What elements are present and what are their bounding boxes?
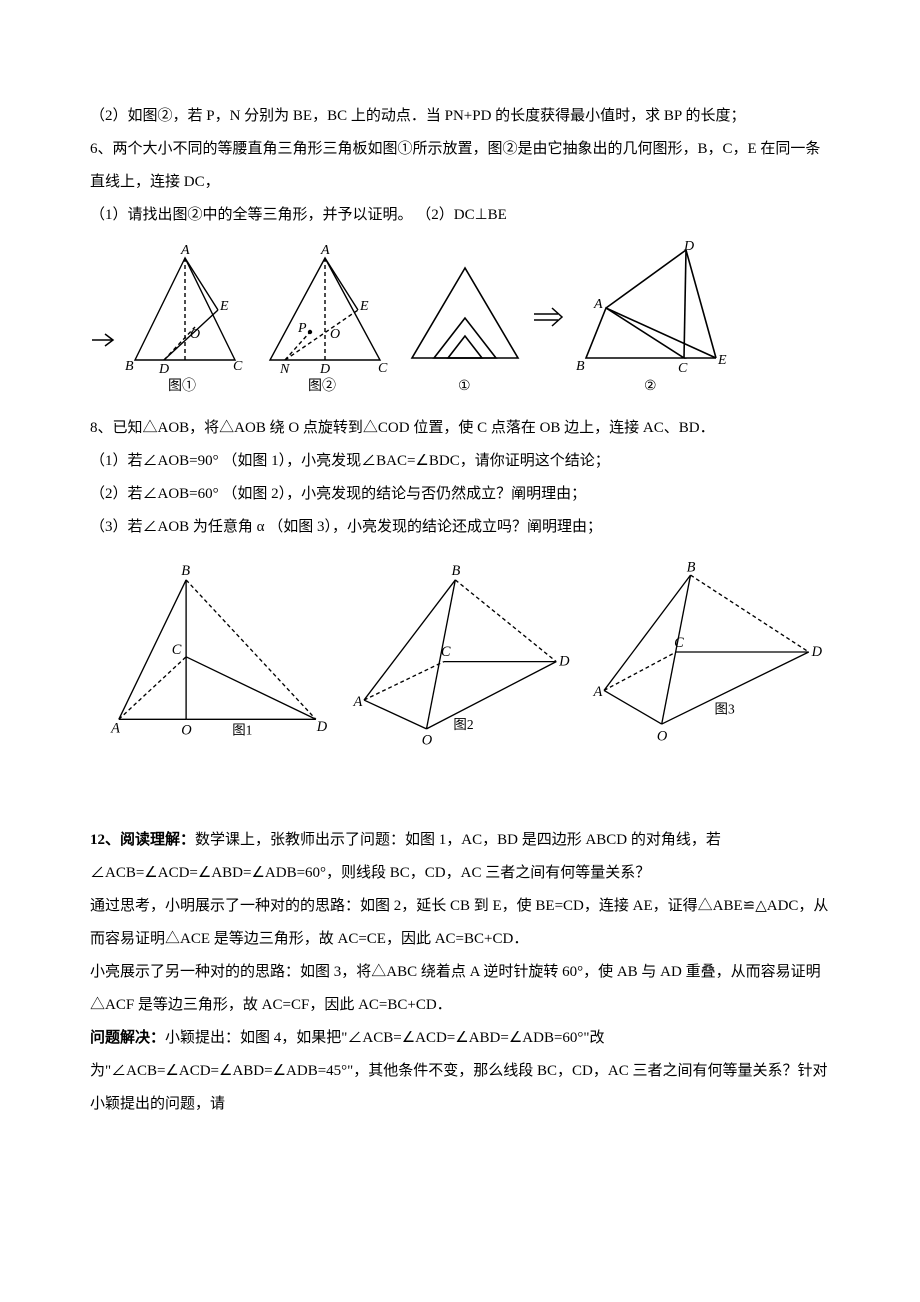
paragraph-q12: 12、阅读理解：数学课上，张教师出示了问题：如图 1，AC，BD 是四边形 AB… — [90, 824, 830, 890]
g1-A: A — [110, 721, 120, 737]
label-O: O — [190, 327, 200, 342]
label-C2: C — [378, 361, 388, 376]
g2-B: B — [451, 563, 460, 579]
label-O2: O — [330, 327, 340, 342]
g2-label: 图2 — [453, 717, 473, 732]
label-A3: A — [593, 297, 603, 312]
spacer — [90, 764, 830, 824]
label-A2: A — [320, 243, 330, 258]
label-E3: E — [717, 353, 727, 368]
label-circle1: ① — [458, 379, 471, 394]
paragraph-q12-m1: 通过思考，小明展示了一种对的的思路：如图 2，延长 CB 到 E，使 BE=CD… — [90, 890, 830, 956]
label-C3: C — [678, 361, 688, 376]
figure-circle1: ① — [400, 240, 530, 400]
g2-O: O — [422, 732, 433, 748]
paragraph-q12-m2: 小亮展示了另一种对的的思路：如图 3，将△ABC 绕着点 A 逆时针旋转 60°… — [90, 956, 830, 1022]
g1-C: C — [172, 642, 182, 658]
solve-label: 问题解决： — [90, 1030, 165, 1046]
label-tu1: 图① — [168, 378, 196, 394]
paragraph-q8-2: （2）若∠AOB=60° （如图 2），小亮发现的结论与否仍然成立？阐明理由； — [90, 478, 830, 511]
g3-D: D — [811, 644, 823, 660]
figure-tu2: A N C D E O P 图② — [250, 240, 400, 400]
g3-O: O — [657, 728, 668, 744]
arrow-icon — [90, 260, 120, 400]
paragraph-q8-3: （3）若∠AOB 为任意角 α （如图 3），小亮发现的结论还成立吗？阐明理由； — [90, 511, 830, 544]
q12-label: 12、阅读理解： — [90, 832, 195, 848]
figure-g3: A B C D O 图3 — [580, 552, 830, 752]
label-D2: D — [319, 362, 330, 377]
g3-A: A — [593, 684, 603, 700]
g1-D: D — [316, 719, 328, 735]
g2-C: C — [441, 644, 451, 660]
figure-tu1: A B C D E O 图① — [120, 240, 250, 400]
g3-C: C — [674, 635, 684, 651]
g1-O: O — [181, 723, 192, 739]
double-arrow-icon — [530, 240, 566, 400]
label-C: C — [233, 359, 243, 374]
figure-g1: A B C D O 图1 — [90, 552, 340, 752]
label-N: N — [279, 362, 290, 377]
figure-circle2: A B C D E ② — [566, 240, 736, 400]
paragraph-q5-2: （2）如图②，若 P，N 分别为 BE，BC 上的动点．当 PN+PD 的长度获… — [90, 100, 830, 133]
g3-B: B — [687, 559, 696, 575]
label-E: E — [219, 299, 229, 314]
g1-label: 图1 — [232, 723, 252, 738]
g2-D: D — [558, 653, 570, 669]
page: （2）如图②，若 P，N 分别为 BE，BC 上的动点．当 PN+PD 的长度获… — [0, 0, 920, 1302]
figure-row-1: A B C D E O 图① A N C D — [90, 240, 830, 400]
label-tu2: 图② — [308, 378, 336, 394]
figure-g2: A B C D O 图2 — [340, 552, 580, 752]
g1-B: B — [181, 563, 190, 579]
paragraph-q8-1: （1）若∠AOB=90° （如图 1），小亮发现∠BAC=∠BDC，请你证明这个… — [90, 445, 830, 478]
label-D: D — [158, 362, 169, 377]
label-B3: B — [576, 359, 585, 374]
paragraph-solve: 问题解决：小颖提出：如图 4，如果把"∠ACB=∠ACD=∠ABD=∠ADB=6… — [90, 1022, 830, 1121]
label-P: P — [297, 321, 307, 336]
label-circle2: ② — [644, 379, 657, 394]
solve-text: 小颖提出：如图 4，如果把"∠ACB=∠ACD=∠ABD=∠ADB=60°"改为… — [90, 1030, 827, 1112]
label-E2: E — [359, 299, 369, 314]
label-A: A — [180, 243, 190, 258]
g3-label: 图3 — [715, 702, 735, 717]
paragraph-q6-1: （1）请找出图②中的全等三角形，并予以证明。 （2）DC⊥BE — [90, 199, 830, 232]
g2-A: A — [352, 694, 362, 710]
figure-row-2: A B C D O 图1 A B C D — [90, 552, 830, 752]
paragraph-q8: 8、已知△AOB，将△AOB 绕 O 点旋转到△COD 位置，使 C 点落在 O… — [90, 412, 830, 445]
label-D3: D — [683, 240, 694, 254]
paragraph-q6: 6、两个大小不同的等腰直角三角形三角板如图①所示放置，图②是由它抽象出的几何图形… — [90, 133, 830, 199]
label-B: B — [125, 359, 134, 374]
